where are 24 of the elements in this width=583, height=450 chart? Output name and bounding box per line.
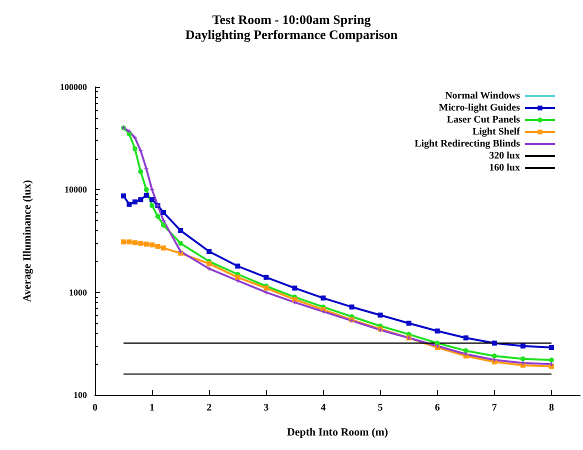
legend-label: Micro-light Guides <box>438 102 520 114</box>
x-tick-label: 6 <box>434 402 440 414</box>
x-tick-label: 4 <box>320 402 326 414</box>
chart-subtitle: Daylighting Performance Comparison <box>185 27 398 42</box>
y-tick-label: 1000 <box>69 287 88 298</box>
legend-label: 320 lux <box>489 150 520 162</box>
y-tick-label: 100000 <box>60 82 88 92</box>
x-tick-label: 3 <box>264 402 269 414</box>
legend-label: Light Redirecting Blinds <box>414 138 520 150</box>
y-tick-label: 100 <box>74 390 88 400</box>
x-tick-label: 2 <box>206 402 212 414</box>
x-tick-label: 5 <box>378 402 383 414</box>
x-tick-label: 8 <box>548 402 554 414</box>
legend-label: Laser Cut Panels <box>446 114 520 126</box>
y-tick-label: 10000 <box>64 184 88 195</box>
x-axis-title: Depth Into Room (m) <box>286 426 388 438</box>
legend-label: Light Shelf <box>472 126 521 138</box>
legend-label: 160 lux <box>489 162 520 174</box>
x-tick-label: 7 <box>492 402 497 414</box>
chart-title: Test Room - 10:00am Spring <box>212 12 372 27</box>
x-tick-label: 1 <box>150 402 155 414</box>
x-tick-label: 0 <box>92 402 98 414</box>
y-axis-title: Average Illuminance (lux) <box>22 180 34 302</box>
legend-label: Normal Windows <box>445 90 520 102</box>
